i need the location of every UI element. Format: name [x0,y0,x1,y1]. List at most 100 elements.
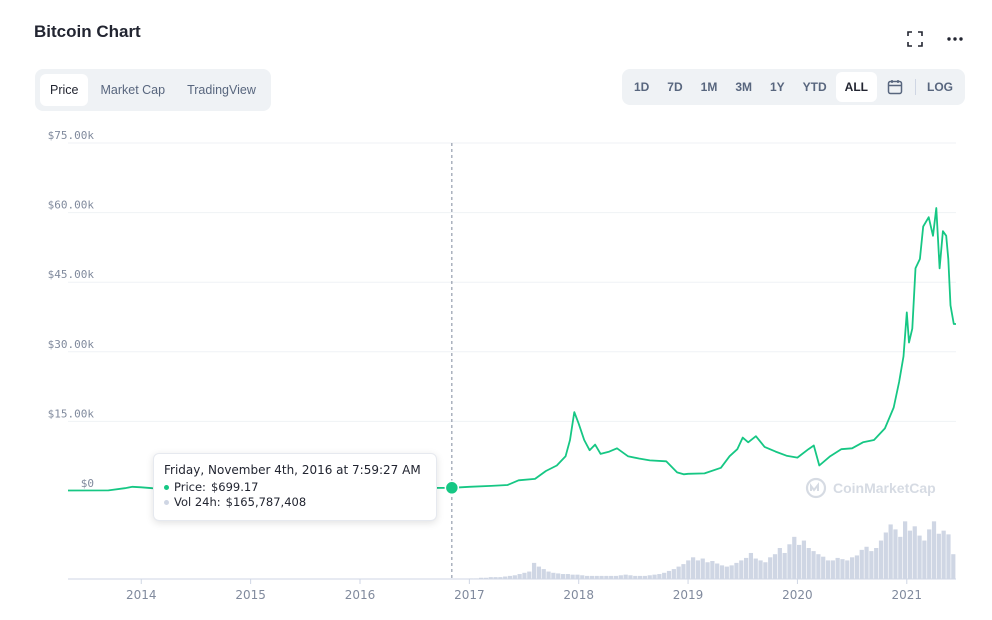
x-tick-label: 2017 [454,588,485,602]
volume-bar [719,565,725,579]
volume-bar [599,575,604,579]
volume-bar [825,560,831,579]
volume-bar [768,557,773,579]
chart-grid [68,142,956,422]
volume-bar [570,574,575,579]
volume-bar [951,554,956,579]
volume-bar [763,562,768,579]
range-1d-button[interactable]: 1D [633,80,650,94]
range-1m-button[interactable]: 1M [700,80,718,94]
x-tick-label: 2021 [892,588,923,602]
volume-bar [686,560,691,579]
range-all-button[interactable]: ALL [835,72,877,102]
volume-bar [666,570,672,579]
volume-bar [715,563,720,579]
x-tick-label: 2019 [673,588,704,602]
volume-bars [469,521,956,579]
volume-bar [883,532,888,579]
volume-bar [777,548,782,579]
time-range-selector: 1D 7D 1M 3M 1Y YTD ALL LOG [621,69,965,105]
tab-tradingview[interactable]: TradingView [187,83,256,97]
volume-bar [556,573,561,579]
page-title: Bitcoin Chart [34,22,141,41]
volume-bar [931,521,937,579]
volume-bar [734,562,739,579]
tab-price[interactable]: Price [40,74,89,106]
volume-bar [527,571,532,579]
volume-bar [546,571,551,579]
volume-bar [917,535,922,579]
chart-view-tabs: Price Market Cap TradingView [35,69,271,111]
tooltip-volume-label: Vol 24h: [174,495,221,509]
range-divider [915,79,916,95]
coinmarketcap-logo-icon [805,477,827,499]
volume-bar [878,540,884,579]
volume-bar [700,558,705,579]
more-icon[interactable] [946,30,964,48]
volume-bar [652,574,657,579]
volume-bar [796,544,802,579]
tab-market-cap[interactable]: Market Cap [100,83,166,97]
price-series-line [67,207,956,492]
volume-bar [589,575,595,579]
volume-bar [816,554,821,579]
volume-legend-dot [164,500,169,505]
volume-bar [628,575,633,579]
range-1y-button[interactable]: 1Y [769,80,785,94]
volume-bar [575,574,580,579]
calendar-icon[interactable] [877,72,913,102]
volume-bar [941,530,946,579]
x-axis-ticks: 2014 2015 2016 2017 2018 2019 2020 2021 [126,579,922,602]
range-ytd-button[interactable]: YTD [802,80,827,94]
y-tick-label: $60.00k [48,199,95,212]
volume-bar [681,564,686,579]
volume-bar [888,524,893,579]
range-3m-button[interactable]: 3M [735,80,752,94]
volume-bar [695,560,701,579]
tooltip-price-value: $699.17 [210,480,259,494]
range-7d-button[interactable]: 7D [667,80,683,94]
watermark-text: CoinMarketCap [833,480,936,496]
volume-bar [560,574,566,579]
tooltip-volume-row: Vol 24h: $165,787,408 [164,495,426,510]
volume-bar [811,551,816,579]
volume-bar [946,534,951,579]
watermark: CoinMarketCap [805,477,936,499]
volume-bar [840,559,845,579]
volume-bar [835,557,840,579]
volume-bar [705,562,710,579]
x-tick-label: 2016 [345,588,376,602]
x-tick-label: 2018 [563,588,594,602]
volume-bar [580,575,585,579]
volume-bar [517,574,522,579]
tooltip-date: Friday, November 4th, 2016 at 7:59:27 AM [164,463,421,477]
volume-bar [503,576,508,579]
y-tick-label: $30.00k [48,338,95,351]
volume-bar [787,544,792,579]
volume-bar [739,560,744,579]
volume-bar [801,540,807,579]
y-tick-label: $75.00k [48,129,95,142]
volume-bar [758,560,763,579]
fullscreen-icon[interactable] [906,30,924,48]
volume-bar [743,557,749,579]
volume-bar [710,561,715,579]
x-tick-label: 2015 [235,588,266,602]
y-tick-label: $0 [81,477,94,490]
volume-bar [907,530,913,579]
volume-bar [869,551,874,579]
y-tick-label: $45.00k [48,268,95,281]
volume-bar [898,536,903,579]
volume-bar [753,558,758,579]
volume-bar [849,557,855,579]
volume-bar [893,529,898,579]
x-tick-label: 2020 [782,588,813,602]
volume-bar [618,575,623,579]
log-scale-toggle[interactable]: LOG [927,80,953,94]
hover-point [444,480,460,496]
volume-bar [874,548,879,579]
y-axis-ticks: $0 $15.00k $30.00k $45.00k $60.00k $75.00k [48,129,95,490]
volume-bar [806,548,811,579]
volume-bar [594,575,599,579]
